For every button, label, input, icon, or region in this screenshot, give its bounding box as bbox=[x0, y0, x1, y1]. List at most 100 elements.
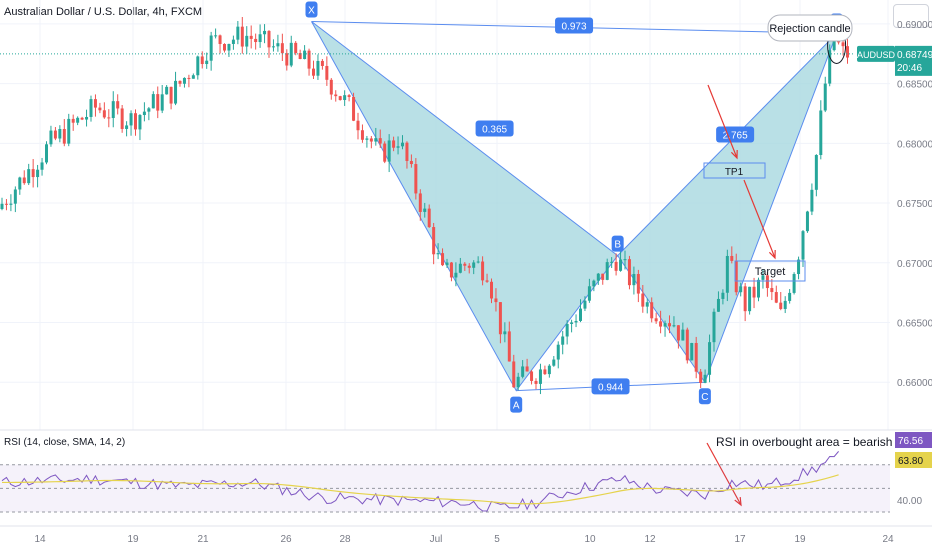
candle-body bbox=[352, 96, 356, 121]
candle-body bbox=[120, 108, 124, 129]
ratio-xb-bg bbox=[475, 120, 514, 137]
candle-body bbox=[22, 177, 26, 184]
rsi-ma-text: 63.80 bbox=[898, 456, 923, 467]
candle-body bbox=[160, 94, 164, 111]
candle-body bbox=[414, 164, 418, 194]
candle-body bbox=[356, 120, 360, 131]
candle-body bbox=[360, 130, 364, 140]
candle-body bbox=[218, 35, 222, 45]
candle-body bbox=[187, 77, 191, 79]
ratio-ac-bg bbox=[591, 378, 630, 395]
candle-body bbox=[761, 275, 765, 280]
candle-body bbox=[805, 211, 809, 232]
toolbar-button[interactable] bbox=[893, 4, 929, 28]
rejection-callout-box bbox=[767, 14, 853, 42]
point-label-x: X bbox=[308, 6, 315, 17]
candle-body bbox=[258, 34, 262, 43]
candle-body bbox=[31, 169, 35, 178]
candle-body bbox=[134, 113, 137, 130]
candle-body bbox=[570, 322, 574, 324]
point-label-a: A bbox=[513, 401, 520, 412]
symbol-tag-text: AUDUSD bbox=[857, 50, 896, 60]
target-box bbox=[734, 260, 806, 282]
y-tick-label: 0.67500 bbox=[897, 199, 932, 210]
candle-body bbox=[494, 298, 498, 303]
candle-body bbox=[525, 366, 529, 372]
candle-body bbox=[334, 94, 338, 97]
candle-body bbox=[734, 260, 738, 293]
x-tick-label: 19 bbox=[794, 534, 806, 545]
candle-body bbox=[699, 371, 703, 383]
candle-body bbox=[516, 376, 520, 388]
candle-body bbox=[320, 60, 324, 66]
x-tick-label: 28 bbox=[339, 534, 351, 545]
arrow-rsi bbox=[706, 442, 742, 506]
candle-body bbox=[454, 272, 458, 278]
candle-body bbox=[730, 255, 734, 261]
candle-body bbox=[632, 274, 636, 286]
rsi-ma-tag bbox=[895, 452, 932, 468]
candle-body bbox=[254, 38, 258, 43]
candle-body bbox=[316, 60, 320, 76]
candle-body bbox=[814, 155, 818, 190]
ratio-xd-bg bbox=[555, 17, 594, 34]
candle-body bbox=[441, 253, 445, 266]
candle-body bbox=[641, 293, 645, 307]
candle-body bbox=[645, 302, 649, 307]
candle-body bbox=[418, 193, 422, 212]
candle-body bbox=[67, 118, 71, 144]
candle-body bbox=[267, 30, 271, 48]
candle-body bbox=[409, 160, 413, 165]
candle-body bbox=[298, 53, 302, 59]
candle-body bbox=[757, 279, 760, 298]
arrow-to-target bbox=[743, 179, 776, 259]
x-tick-label: 5 bbox=[494, 534, 500, 545]
candle-body bbox=[547, 365, 551, 375]
arrow-to-tp1-head bbox=[730, 149, 738, 160]
candle-body bbox=[36, 169, 40, 178]
candle-body bbox=[53, 130, 57, 139]
candle-body bbox=[80, 117, 84, 120]
candle-body bbox=[191, 75, 195, 79]
candle-body bbox=[783, 300, 787, 309]
candle-body bbox=[552, 359, 556, 366]
candle-body bbox=[49, 130, 53, 145]
candle-body bbox=[40, 162, 44, 170]
ratio-bd: 2.765 bbox=[723, 131, 748, 142]
candle-body bbox=[654, 318, 658, 322]
candle-body bbox=[574, 320, 578, 323]
candle-body bbox=[378, 138, 382, 144]
countdown-text: 20:46 bbox=[897, 63, 922, 74]
candle-body bbox=[182, 77, 186, 84]
candle-body bbox=[663, 323, 667, 327]
candle-body bbox=[596, 273, 600, 281]
candle-body bbox=[142, 111, 146, 116]
candle-body bbox=[214, 35, 218, 37]
x-tick-label: 19 bbox=[127, 534, 139, 545]
candle-body bbox=[178, 80, 182, 84]
candle-body bbox=[543, 369, 547, 375]
point-label-bg-x bbox=[305, 1, 318, 18]
candle-body bbox=[779, 302, 783, 309]
candle-body bbox=[129, 113, 133, 126]
candle-body bbox=[792, 274, 796, 293]
candle-body bbox=[374, 138, 378, 142]
candle-body bbox=[810, 189, 814, 212]
candle-body bbox=[583, 300, 587, 309]
candle-body bbox=[445, 262, 449, 266]
candle-body bbox=[627, 259, 631, 286]
candle-body bbox=[85, 116, 89, 120]
candle-body bbox=[774, 292, 778, 303]
candle-body bbox=[436, 253, 440, 255]
rsi-note: RSI in overbought area = bearish bbox=[716, 435, 892, 449]
candle-body bbox=[672, 325, 676, 327]
rsi-last-text: 76.56 bbox=[898, 436, 923, 447]
candle-body bbox=[102, 110, 106, 118]
candle-body bbox=[227, 43, 231, 51]
x-tick-label: 26 bbox=[280, 534, 292, 545]
rsi-line bbox=[1, 451, 839, 512]
point-label-b: B bbox=[614, 240, 621, 251]
ratio-xb: 0.365 bbox=[482, 125, 507, 136]
candle-body bbox=[828, 50, 832, 84]
